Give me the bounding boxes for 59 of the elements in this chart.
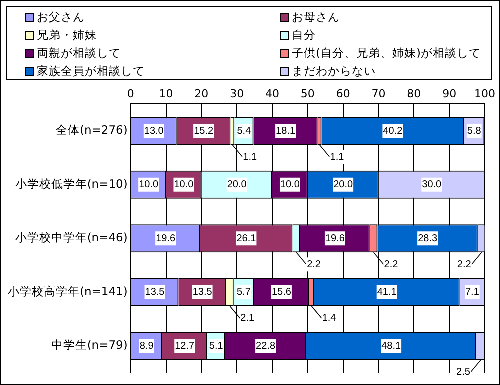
data-label: 2.2 bbox=[384, 259, 399, 270]
legend-label: お父さん bbox=[37, 10, 85, 24]
data-label: 5.7 bbox=[237, 287, 252, 298]
data-label: 2.2 bbox=[307, 259, 322, 270]
data-label: 5.1 bbox=[209, 340, 224, 352]
x-tick-label: 80 bbox=[407, 87, 422, 100]
y-tick-label: 中学生(n=79) bbox=[51, 338, 128, 352]
data-label: 48.1 bbox=[382, 340, 402, 352]
data-label: 7.1 bbox=[465, 287, 480, 298]
data-label: 2.5 bbox=[456, 366, 471, 378]
data-label: 8.9 bbox=[140, 340, 154, 352]
data-label: 2.1 bbox=[240, 313, 256, 324]
legend-label: 自分 bbox=[292, 28, 316, 42]
data-label: 40.2 bbox=[383, 126, 404, 137]
y-tick-label: 小学校中学年(n=46) bbox=[15, 230, 128, 245]
legend-label: 両親が相談して bbox=[37, 46, 121, 60]
legend-label: 子供(自分、兄弟、姉妹)が相談して bbox=[292, 46, 481, 60]
data-label: 30.0 bbox=[422, 180, 442, 191]
x-tick-label: 20 bbox=[194, 87, 209, 100]
data-label: 15.2 bbox=[194, 126, 214, 137]
x-tick-label: 0 bbox=[127, 87, 134, 100]
legend-label: まだわからない bbox=[292, 64, 376, 78]
data-label: 1.4 bbox=[322, 313, 337, 324]
x-tick-label: 30 bbox=[230, 87, 244, 100]
data-label: 13.0 bbox=[144, 126, 164, 137]
x-tick-label: 50 bbox=[300, 87, 315, 100]
x-tick-label: 40 bbox=[266, 87, 280, 100]
x-tick-label: 70 bbox=[372, 87, 386, 100]
data-label: 10.0 bbox=[174, 180, 194, 191]
y-tick-label: 全体(n=276) bbox=[56, 123, 128, 138]
data-label: 22.8 bbox=[256, 340, 276, 352]
data-label: 1.1 bbox=[243, 152, 258, 163]
data-label: 20.0 bbox=[334, 180, 354, 191]
legend-label: 家族全員が相談して bbox=[37, 64, 145, 78]
x-tick-label: 60 bbox=[336, 87, 350, 100]
data-label: 20.0 bbox=[227, 180, 248, 191]
legend-label: お母さん bbox=[292, 10, 340, 24]
data-label: 26.1 bbox=[236, 233, 257, 244]
data-label: 41.1 bbox=[377, 287, 398, 298]
data-label: 5.4 bbox=[237, 126, 252, 137]
x-tick-label: 100 bbox=[474, 87, 496, 100]
y-tick-label: 小学校高学年(n=141) bbox=[8, 284, 128, 298]
data-label: 13.5 bbox=[145, 287, 166, 298]
data-label: 2.2 bbox=[457, 259, 472, 270]
data-label: 1.1 bbox=[330, 152, 345, 163]
data-label: 10.0 bbox=[139, 180, 159, 191]
data-label: 18.1 bbox=[276, 126, 296, 137]
y-tick-label: 小学校低学年(n=10) bbox=[15, 176, 128, 191]
data-label: 5.8 bbox=[467, 126, 482, 137]
x-tick-label: 10 bbox=[159, 87, 174, 100]
data-label: 28.3 bbox=[418, 233, 438, 244]
data-label: 13.5 bbox=[192, 287, 213, 298]
legend-label: 兄弟・姉妹 bbox=[37, 28, 97, 42]
data-label: 15.6 bbox=[272, 287, 292, 298]
data-label: 19.6 bbox=[325, 233, 346, 244]
data-label: 19.6 bbox=[156, 233, 176, 244]
data-label: 12.7 bbox=[175, 340, 196, 352]
data-label: 10.0 bbox=[280, 180, 300, 191]
x-tick-label: 90 bbox=[442, 87, 457, 100]
